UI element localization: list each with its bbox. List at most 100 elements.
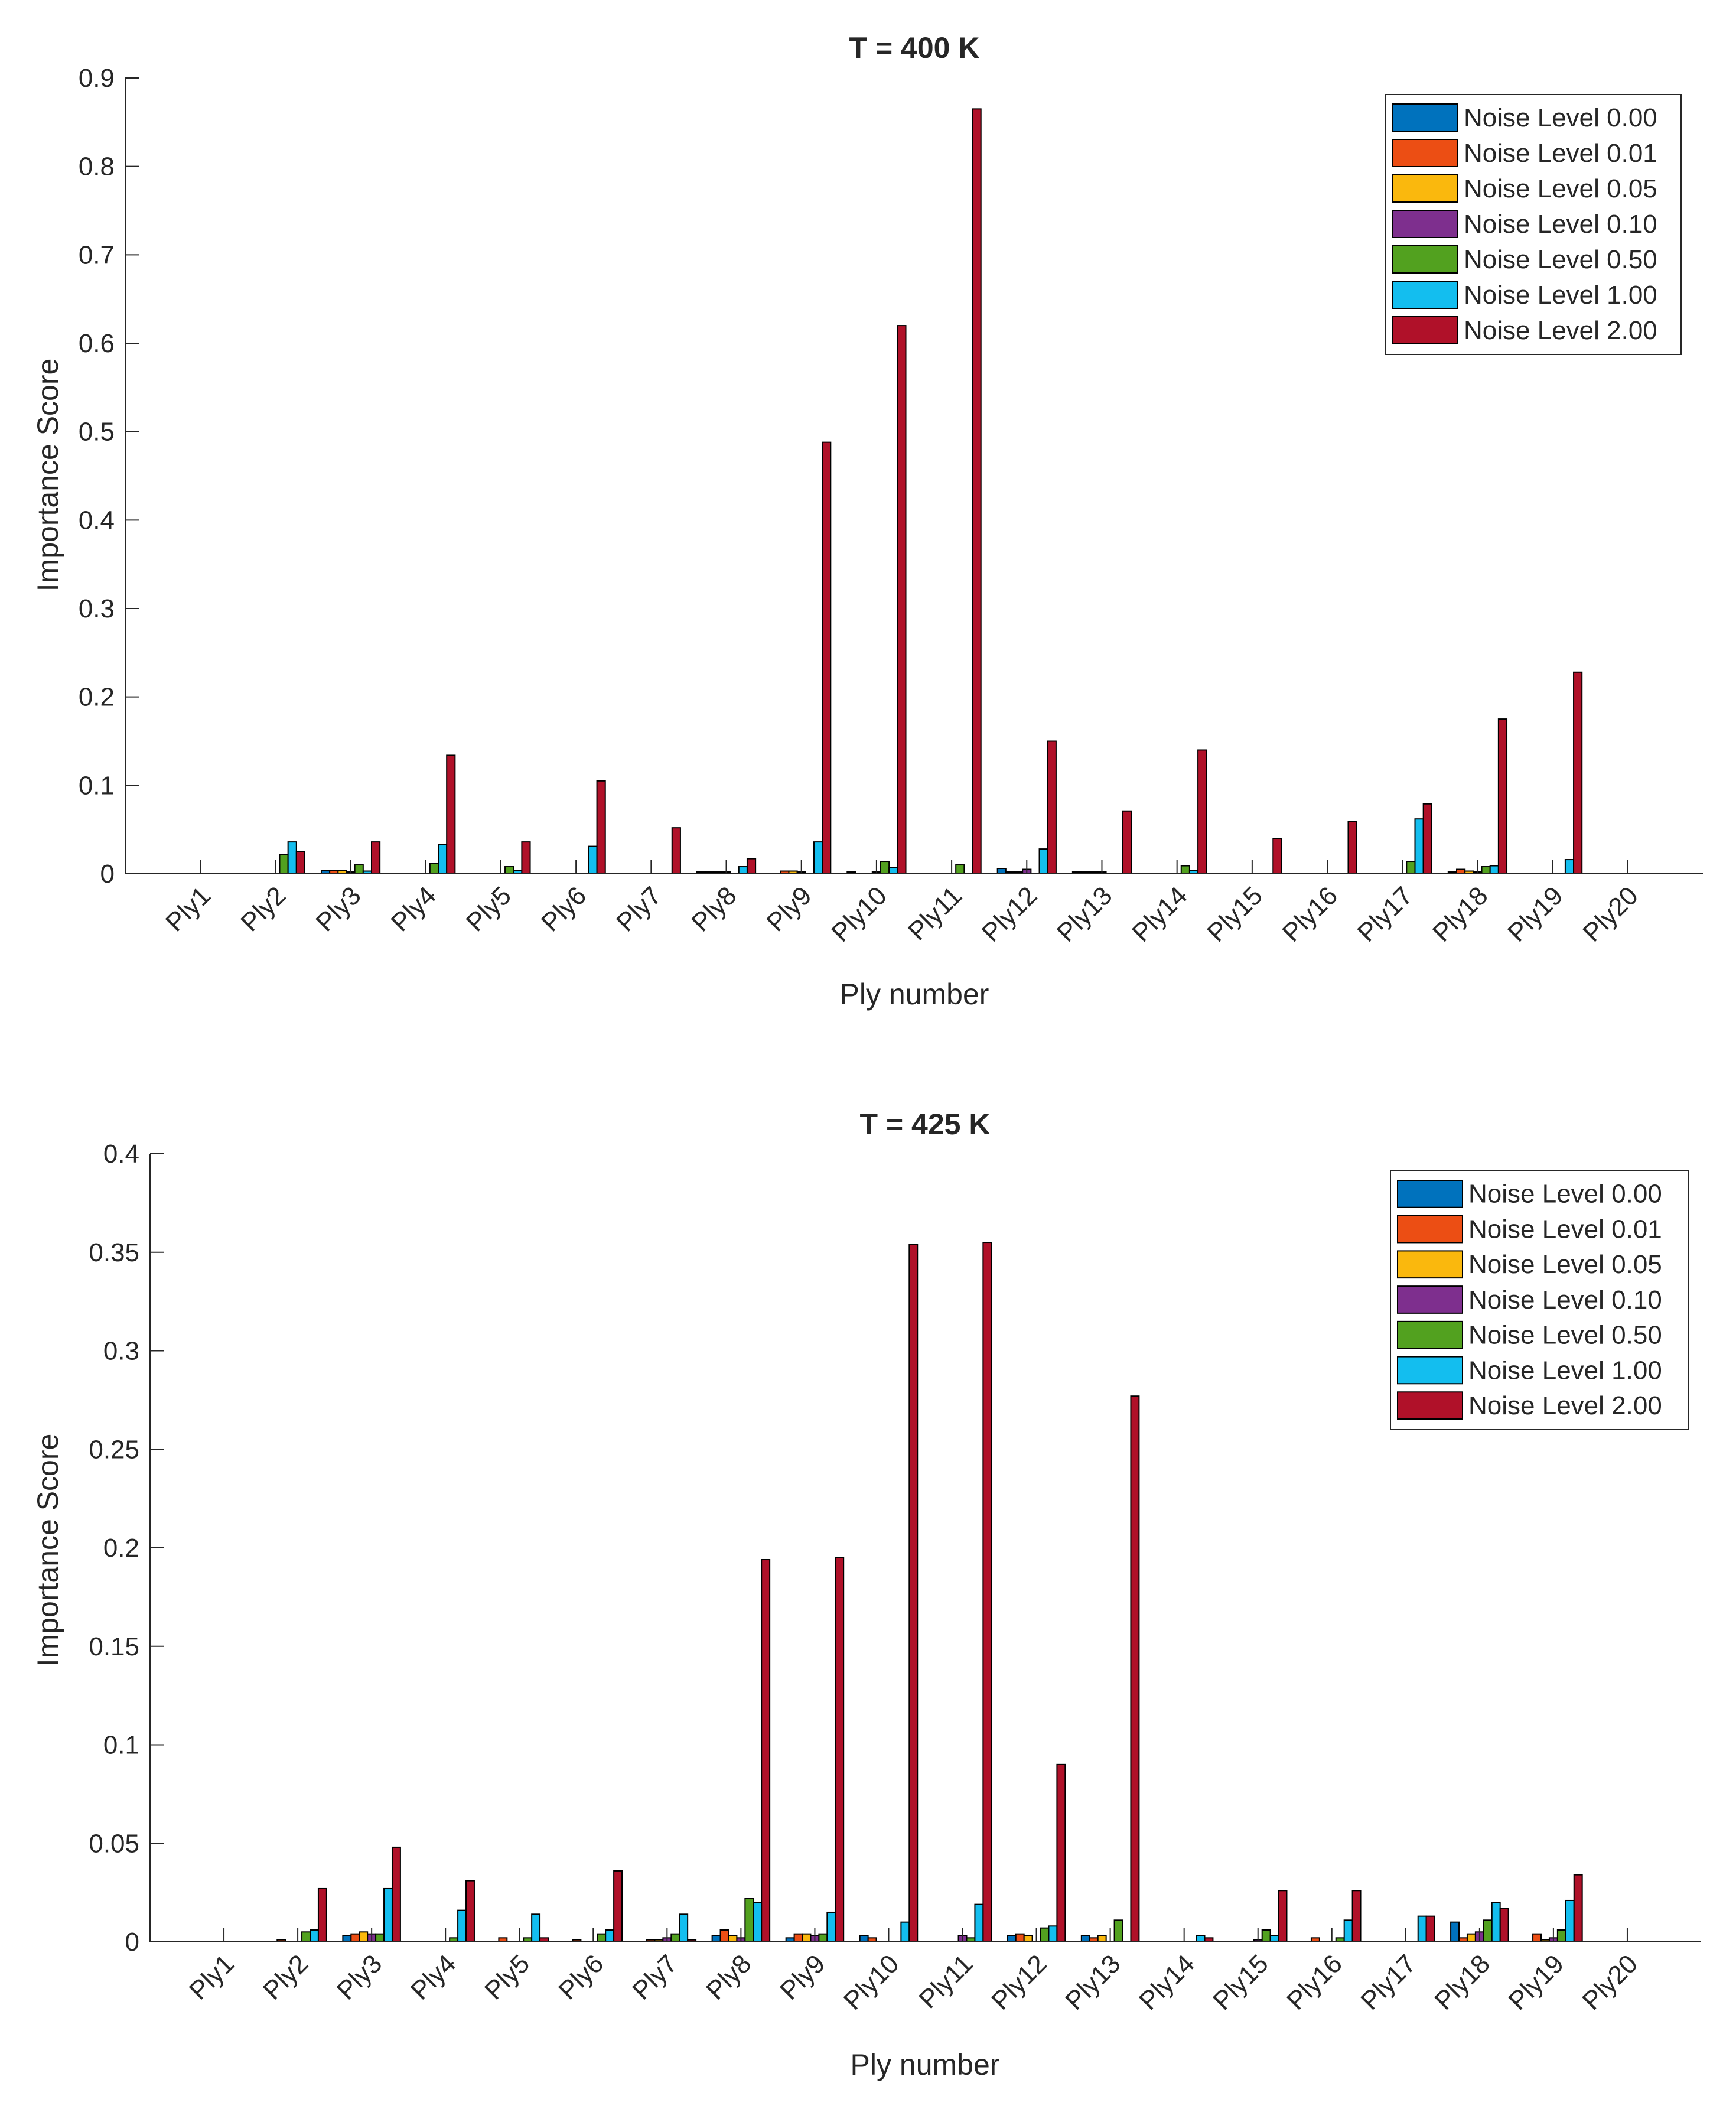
bar-ply11-series-6 bbox=[982, 1242, 992, 1943]
bar-ply15-series-6 bbox=[1278, 1890, 1288, 1943]
legend-swatch-2 bbox=[1397, 1250, 1463, 1279]
legend-swatch-4 bbox=[1392, 245, 1458, 274]
legend-swatch-1 bbox=[1392, 139, 1458, 167]
y-axis-label: Importance Score bbox=[31, 1434, 64, 1667]
bar-ply8-series-2 bbox=[728, 1935, 738, 1942]
bar-ply2-series-4 bbox=[279, 854, 289, 874]
bar-ply12-series-0 bbox=[996, 868, 1007, 875]
y-tick-label: 0.6 bbox=[79, 329, 115, 358]
legend-swatch-2 bbox=[1392, 174, 1458, 203]
legend-label-0: Noise Level 0.00 bbox=[1464, 103, 1657, 132]
legend: Noise Level 0.00 Noise Level 0.01 Noise Le… bbox=[1385, 94, 1682, 355]
legend-label-3: Noise Level 0.10 bbox=[1464, 210, 1657, 239]
bar-ply16-series-6 bbox=[1347, 821, 1357, 874]
bar-ply3-series-4 bbox=[375, 1933, 385, 1942]
bar-ply15-series-4 bbox=[1261, 1929, 1271, 1942]
bar-ply9-series-6 bbox=[822, 441, 832, 874]
bar-ply4-series-6 bbox=[465, 1880, 475, 1943]
bar-ply2-series-6 bbox=[295, 851, 305, 874]
bar-ply9-series-2 bbox=[802, 1933, 812, 1942]
bar-ply10-series-1 bbox=[867, 1937, 877, 1943]
bar-ply18-series-6 bbox=[1497, 718, 1508, 874]
bar-ply13-series-4 bbox=[1113, 1919, 1123, 1943]
bar-ply19-series-6 bbox=[1573, 671, 1583, 874]
bar-ply6-series-4 bbox=[597, 1933, 607, 1942]
bar-ply18-series-1 bbox=[1456, 868, 1466, 875]
y-tick-label: 0.25 bbox=[89, 1435, 139, 1464]
legend-label-6: Noise Level 2.00 bbox=[1468, 1391, 1662, 1420]
bar-ply2-series-4 bbox=[301, 1931, 311, 1943]
bar-ply18-series-4 bbox=[1481, 866, 1491, 875]
legend-label-2: Noise Level 0.05 bbox=[1468, 1250, 1662, 1279]
legend-swatch-3 bbox=[1397, 1285, 1463, 1314]
y-tick-label: 0.35 bbox=[89, 1238, 139, 1267]
bar-ply12-series-6 bbox=[1056, 1763, 1066, 1943]
bar-ply16-series-1 bbox=[1310, 1937, 1320, 1943]
bar-ply16-series-5 bbox=[1343, 1919, 1353, 1943]
bar-ply9-series-5 bbox=[813, 841, 823, 874]
bar-ply2-series-5 bbox=[310, 1929, 319, 1942]
chart-title: T = 425 K bbox=[860, 1108, 991, 1141]
bar-ply3-series-1 bbox=[350, 1933, 360, 1942]
bar-ply6-series-5 bbox=[605, 1929, 615, 1942]
legend-label-5: Noise Level 1.00 bbox=[1468, 1356, 1662, 1385]
bar-ply10-series-6 bbox=[897, 325, 907, 874]
bar-ply12-series-5 bbox=[1038, 848, 1048, 874]
bar-ply18-series-4 bbox=[1483, 1919, 1493, 1943]
bar-ply5-series-4 bbox=[504, 866, 514, 875]
x-axis-label: Ply number bbox=[851, 2048, 1000, 2081]
bar-ply14-series-6 bbox=[1204, 1937, 1214, 1943]
bar-ply6-series-5 bbox=[588, 845, 598, 874]
bar-ply3-series-6 bbox=[391, 1846, 401, 1942]
y-axis-label: Importance Score bbox=[31, 359, 64, 592]
bar-ply5-series-4 bbox=[523, 1937, 533, 1943]
bar-ply10-series-5 bbox=[900, 1921, 910, 1942]
bar-ply7-series-6 bbox=[671, 827, 681, 875]
bar-ply17-series-6 bbox=[1425, 1915, 1435, 1942]
bar-ply8-series-1 bbox=[719, 1929, 729, 1942]
bar-ply11-series-4 bbox=[955, 864, 965, 875]
bar-ply12-series-6 bbox=[1047, 740, 1057, 874]
bar-ply4-series-6 bbox=[446, 754, 456, 874]
y-tick-label: 0.9 bbox=[79, 64, 115, 93]
bar-ply8-series-6 bbox=[746, 858, 757, 875]
bar-ply9-series-5 bbox=[826, 1911, 836, 1942]
bar-ply13-series-1 bbox=[1089, 1937, 1099, 1943]
bar-ply8-series-5 bbox=[753, 1902, 763, 1943]
bar-ply6-series-6 bbox=[613, 1870, 623, 1942]
y-tick-label: 0.15 bbox=[89, 1632, 139, 1661]
legend-swatch-4 bbox=[1397, 1320, 1463, 1349]
bar-ply3-series-4 bbox=[354, 864, 364, 875]
legend-swatch-0 bbox=[1392, 103, 1458, 132]
y-tick-label: 0.2 bbox=[103, 1534, 139, 1563]
bar-ply3-series-5 bbox=[383, 1887, 393, 1942]
bar-ply18-series-6 bbox=[1499, 1908, 1509, 1943]
y-tick-label: 0.1 bbox=[79, 771, 115, 800]
bar-ply19-series-1 bbox=[1532, 1933, 1542, 1942]
legend-swatch-1 bbox=[1397, 1215, 1463, 1244]
bar-ply15-series-5 bbox=[1269, 1935, 1279, 1942]
bar-ply13-series-6 bbox=[1122, 810, 1132, 874]
y-tick-label: 0.1 bbox=[103, 1731, 139, 1760]
legend-swatch-5 bbox=[1397, 1356, 1463, 1385]
legend-swatch-6 bbox=[1392, 316, 1458, 344]
bar-ply8-series-0 bbox=[711, 1935, 721, 1942]
bar-ply12-series-4 bbox=[1040, 1927, 1050, 1942]
bar-ply8-series-4 bbox=[744, 1898, 754, 1942]
bar-ply11-series-5 bbox=[974, 1903, 984, 1942]
bar-ply10-series-6 bbox=[908, 1244, 919, 1942]
bar-ply18-series-1 bbox=[1458, 1937, 1468, 1943]
bar-ply17-series-5 bbox=[1417, 1915, 1427, 1942]
y-tick-label: 0.3 bbox=[103, 1337, 139, 1366]
legend-label-3: Noise Level 0.10 bbox=[1468, 1285, 1662, 1314]
bar-ply3-series-6 bbox=[371, 841, 381, 874]
bar-ply8-series-5 bbox=[738, 866, 748, 875]
bar-ply12-series-5 bbox=[1048, 1925, 1058, 1943]
bar-ply12-series-1 bbox=[1015, 1933, 1025, 1942]
bar-ply14-series-5 bbox=[1196, 1935, 1206, 1942]
legend-label-4: Noise Level 0.50 bbox=[1464, 245, 1657, 274]
y-tick-label: 0.8 bbox=[79, 152, 115, 181]
bar-ply10-series-4 bbox=[880, 861, 890, 875]
x-axis-label: Ply number bbox=[840, 978, 989, 1011]
bar-ply17-series-4 bbox=[1406, 861, 1416, 875]
